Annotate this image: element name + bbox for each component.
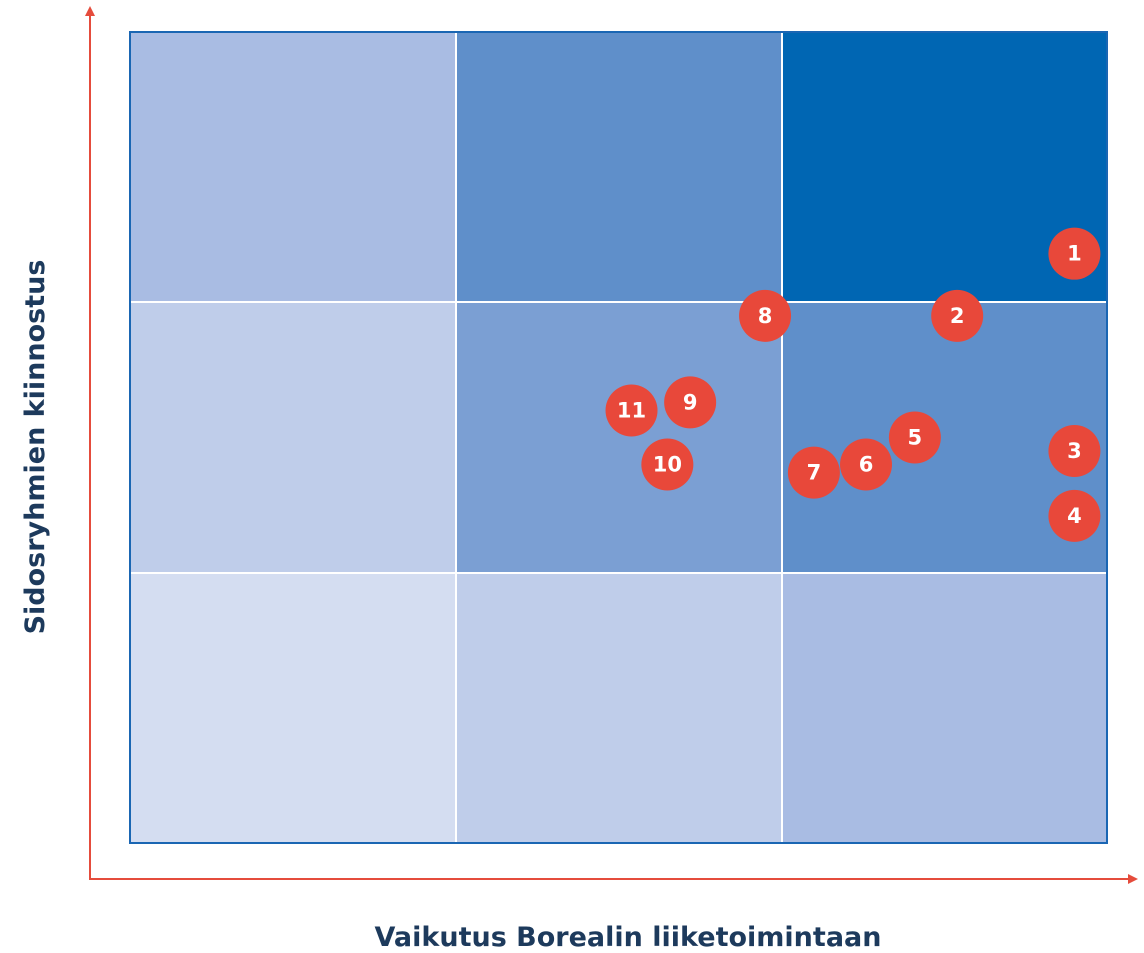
point xyxy=(1048,227,1101,280)
point xyxy=(1048,425,1101,478)
point xyxy=(641,438,694,491)
point-label: 2 xyxy=(950,304,965,328)
point-label: 1 xyxy=(1067,242,1082,266)
point xyxy=(1048,489,1101,542)
point-label: 9 xyxy=(683,390,698,414)
point-label: 6 xyxy=(859,453,874,477)
cell xyxy=(456,32,782,302)
points: 1 2 3 4 5 6 7 8 9 10 11 xyxy=(605,227,1101,542)
point xyxy=(931,289,984,342)
matrix-cells xyxy=(129,31,1108,844)
point-label: 8 xyxy=(758,304,773,328)
cell xyxy=(130,302,456,573)
cell xyxy=(456,573,782,843)
point-label: 11 xyxy=(617,398,646,422)
point xyxy=(888,411,941,464)
plot-border xyxy=(129,31,1108,844)
y-axis-title: Sidosryhmien kiinnostus xyxy=(20,260,51,635)
point xyxy=(664,376,717,429)
point-label: 5 xyxy=(908,426,923,450)
x-axis-title: Vaikutus Borealin liiketoimintaan xyxy=(375,922,882,953)
cell xyxy=(456,302,782,573)
cell xyxy=(130,32,456,302)
point-label: 4 xyxy=(1067,504,1082,528)
point-label: 7 xyxy=(807,461,822,485)
point xyxy=(605,384,658,437)
point-label: 3 xyxy=(1067,439,1082,463)
point-label: 10 xyxy=(653,453,682,477)
point xyxy=(840,438,893,491)
point xyxy=(787,446,840,499)
cell xyxy=(782,573,1107,843)
point xyxy=(739,289,792,342)
cell xyxy=(130,573,456,843)
